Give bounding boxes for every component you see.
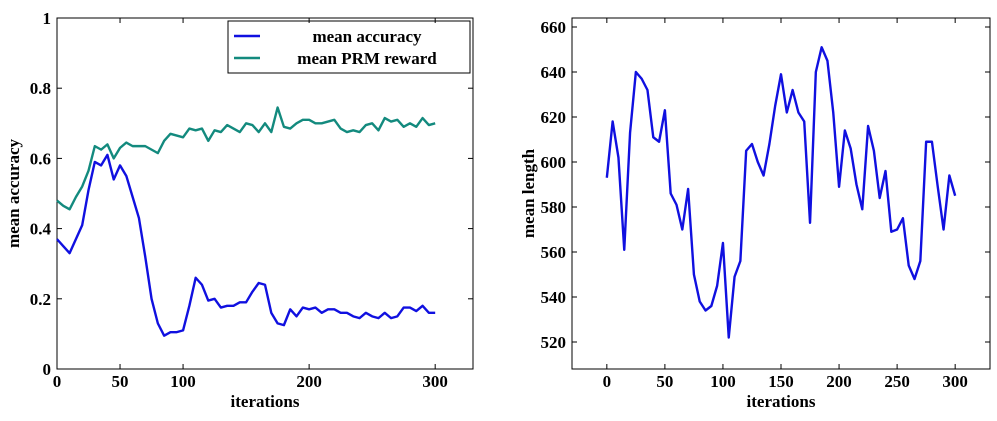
y-tick-label: 660 bbox=[541, 18, 567, 37]
legend-label: mean accuracy bbox=[312, 27, 422, 46]
y-tick-label: 0 bbox=[43, 360, 52, 379]
series-line bbox=[56, 153, 436, 337]
x-axis-label: iterations bbox=[747, 392, 816, 411]
y-tick-label: 0.4 bbox=[30, 220, 52, 239]
y-axis-label: mean accuracy bbox=[4, 138, 23, 248]
x-tick-label: 200 bbox=[826, 372, 852, 391]
series-line bbox=[56, 106, 436, 211]
x-tick-label: 50 bbox=[112, 372, 129, 391]
plot-frame bbox=[571, 17, 991, 370]
x-tick-label: 0 bbox=[603, 372, 612, 391]
y-tick-label: 560 bbox=[541, 243, 567, 262]
x-tick-label: 150 bbox=[768, 372, 794, 391]
legend-box bbox=[227, 20, 471, 74]
y-tick-label: 600 bbox=[541, 153, 567, 172]
y-tick-label: 520 bbox=[541, 333, 567, 352]
x-tick-label: 200 bbox=[296, 372, 322, 391]
y-tick-label: 540 bbox=[541, 288, 567, 307]
y-tick-label: 580 bbox=[541, 198, 567, 217]
x-axis-label: iterations bbox=[231, 392, 300, 411]
x-tick-label: 0 bbox=[53, 372, 62, 391]
y-tick-label: 0.6 bbox=[30, 149, 51, 168]
x-tick-label: 250 bbox=[884, 372, 910, 391]
y-tick-label: 640 bbox=[541, 63, 567, 82]
y-tick-label: 0.2 bbox=[30, 290, 51, 309]
x-tick-label: 50 bbox=[656, 372, 673, 391]
x-tick-label: 100 bbox=[710, 372, 736, 391]
y-axis-label: mean length bbox=[519, 148, 538, 238]
y-tick-label: 620 bbox=[541, 108, 567, 127]
y-tick-label: 1 bbox=[43, 9, 52, 28]
x-tick-label: 300 bbox=[422, 372, 448, 391]
plot-frame bbox=[56, 17, 474, 370]
x-tick-label: 100 bbox=[170, 372, 196, 391]
series-line bbox=[605, 46, 957, 339]
legend-label: mean PRM reward bbox=[297, 49, 437, 68]
x-tick-label: 300 bbox=[942, 372, 968, 391]
y-tick-label: 0.8 bbox=[30, 79, 51, 98]
